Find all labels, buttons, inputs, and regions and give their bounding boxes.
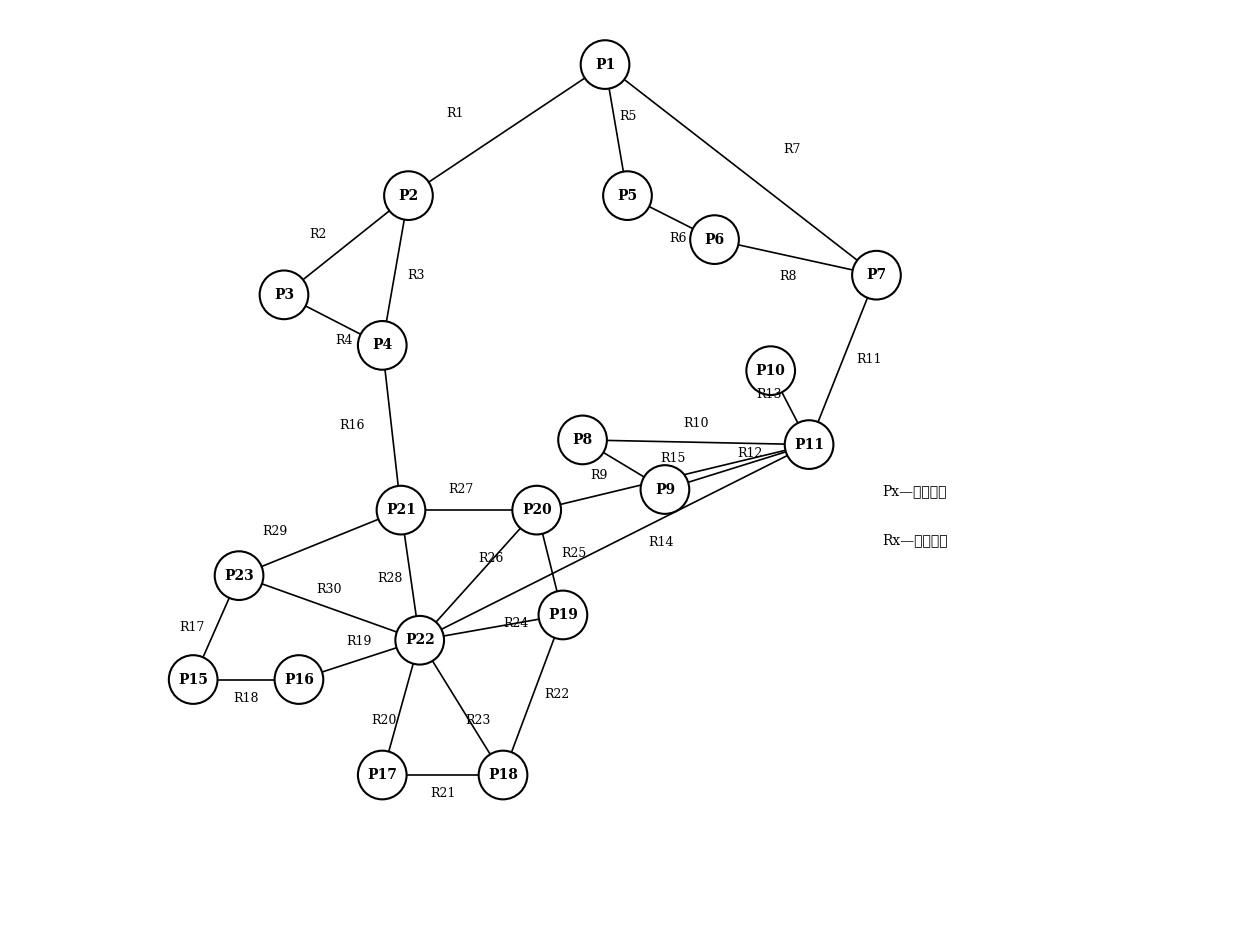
Text: R23: R23 (465, 714, 491, 727)
Text: R30: R30 (316, 583, 342, 595)
Text: R8: R8 (779, 270, 797, 283)
Text: P11: P11 (794, 438, 825, 451)
Text: R20: R20 (372, 714, 397, 727)
Text: P23: P23 (224, 569, 254, 582)
Text: R9: R9 (590, 470, 608, 482)
Text: P16: P16 (284, 673, 314, 686)
Text: R16: R16 (340, 419, 365, 432)
Circle shape (169, 655, 217, 704)
Text: R25: R25 (562, 547, 587, 560)
Circle shape (512, 486, 560, 534)
Text: P22: P22 (404, 634, 434, 647)
Text: R11: R11 (857, 354, 882, 366)
Text: P19: P19 (548, 608, 578, 622)
Circle shape (274, 655, 324, 704)
Text: P10: P10 (755, 364, 786, 377)
Circle shape (479, 751, 527, 799)
Text: P6: P6 (704, 233, 724, 246)
Text: R7: R7 (784, 143, 801, 155)
Text: R22: R22 (544, 689, 570, 701)
Circle shape (558, 416, 606, 464)
Text: P18: P18 (489, 768, 518, 782)
Text: R1: R1 (446, 107, 464, 120)
Text: P8: P8 (573, 433, 593, 446)
Circle shape (384, 171, 433, 220)
Circle shape (377, 486, 425, 534)
Circle shape (691, 215, 739, 264)
Circle shape (746, 346, 795, 395)
Text: P3: P3 (274, 288, 294, 301)
Text: P5: P5 (618, 189, 637, 202)
Text: R15: R15 (660, 452, 686, 465)
Text: P17: P17 (367, 768, 397, 782)
Text: R24: R24 (503, 618, 528, 630)
Text: P1: P1 (595, 58, 615, 71)
Circle shape (538, 591, 588, 639)
Text: R5: R5 (619, 110, 636, 123)
Circle shape (358, 321, 407, 370)
Circle shape (259, 271, 309, 319)
Text: R3: R3 (407, 269, 425, 282)
Circle shape (580, 40, 630, 89)
Text: R10: R10 (683, 417, 708, 430)
Text: P20: P20 (522, 504, 552, 517)
Text: R2: R2 (310, 227, 327, 241)
Text: R26: R26 (479, 552, 503, 564)
Text: P7: P7 (867, 269, 887, 282)
Circle shape (852, 251, 900, 300)
Text: P9: P9 (655, 483, 675, 496)
Circle shape (641, 465, 689, 514)
Text: R29: R29 (263, 525, 288, 538)
Circle shape (358, 751, 407, 799)
Circle shape (603, 171, 652, 220)
Text: P4: P4 (372, 339, 392, 352)
Text: P2: P2 (398, 189, 419, 202)
Text: R13: R13 (756, 388, 782, 401)
Circle shape (785, 420, 833, 469)
Text: Px—拆装单元: Px—拆装单元 (882, 485, 946, 498)
Text: R14: R14 (649, 536, 673, 548)
Circle shape (396, 616, 444, 665)
Circle shape (215, 551, 263, 600)
Text: R28: R28 (377, 573, 403, 585)
Text: R21: R21 (430, 787, 455, 800)
Text: R19: R19 (347, 635, 372, 648)
Text: R4: R4 (336, 334, 353, 347)
Text: P21: P21 (386, 504, 415, 517)
Text: P15: P15 (179, 673, 208, 686)
Text: Rx—约束关系: Rx—约束关系 (882, 534, 947, 547)
Text: R6: R6 (670, 232, 687, 244)
Text: R27: R27 (449, 483, 474, 496)
Text: R12: R12 (738, 447, 763, 461)
Text: R17: R17 (179, 622, 205, 634)
Text: R18: R18 (233, 692, 259, 705)
